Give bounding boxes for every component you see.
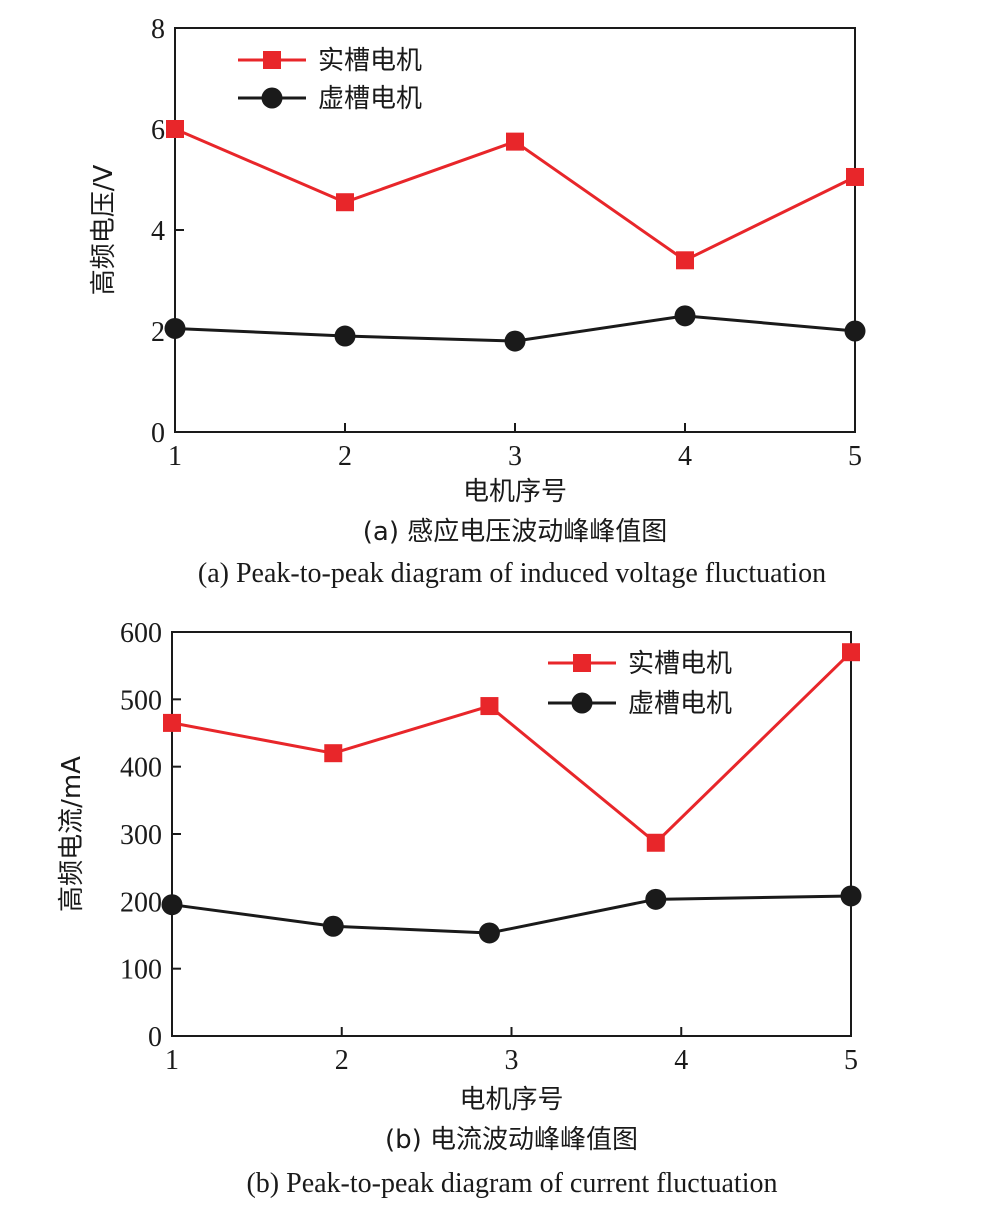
chart-2-x-axis-label: 电机序号 (459, 1085, 563, 1115)
chart-1-y-tick-label: 6 (151, 115, 165, 146)
chart-2-x-tick-label: 5 (844, 1045, 858, 1076)
chart-1-legend-label: 虚槽电机 (318, 84, 422, 114)
chart-1-caption-cn: (a) 感应电压波动峰峰值图 (363, 517, 668, 547)
chart-1-legend-marker (261, 87, 283, 109)
chart-2-x-tick-label: 2 (335, 1045, 349, 1076)
chart-2-x-tick-label: 4 (674, 1045, 688, 1076)
chart-1-series-1-point (336, 193, 354, 212)
chart-1-series-1-point (166, 120, 184, 138)
chart-1-series-1-point (506, 132, 524, 151)
chart-1-series-1-point (676, 251, 694, 270)
chart-1-y-axis-label: 高频电压/V (89, 165, 119, 296)
chart-1-x-tick-label: 4 (678, 441, 692, 472)
chart-1-y-tick-label: 2 (151, 317, 165, 348)
chart-1-x-tick-label: 1 (168, 441, 182, 472)
chart-2-series-2-point (161, 894, 183, 916)
chart-2-series-1-point (324, 744, 343, 763)
chart-2-plot-frame (171, 631, 852, 1037)
chart-2-series-2-point (840, 885, 862, 907)
chart-1-legend-label: 实槽电机 (318, 46, 422, 76)
chart-2-x-tick-label: 1 (165, 1045, 179, 1076)
chart-1-x-axis-label: 电机序号 (463, 477, 567, 507)
chart-2-y-tick-label: 600 (120, 618, 162, 649)
chart-1-series-2-point (844, 320, 866, 342)
chart-2-series-1-point (842, 643, 860, 662)
chart-1-y-tick-label: 8 (151, 14, 165, 45)
chart-2-series-1-point (480, 697, 499, 716)
chart-2-y-axis-label: 高频电流/mA (57, 756, 87, 912)
chart-2-legend-label: 虚槽电机 (628, 689, 732, 719)
chart-1-series-2-point (504, 330, 526, 352)
chart-1-series-2-point (674, 305, 696, 327)
chart-2-caption-cn: (b) 电流波动峰峰值图 (385, 1125, 638, 1155)
chart-1-x-tick-label: 3 (508, 441, 522, 472)
chart-2-legend-marker (571, 692, 593, 714)
chart-1-series-2-point (334, 325, 356, 347)
chart-2-series-2-point (645, 888, 667, 910)
chart-1-series-2-point (164, 317, 186, 339)
chart-2-y-tick-label: 0 (148, 1022, 162, 1053)
chart-2-series-2-point (322, 915, 344, 937)
chart-2-y-tick-label: 500 (120, 685, 162, 716)
chart-2-legend-marker (573, 654, 591, 672)
chart-1-x-tick-label: 2 (338, 441, 352, 472)
chart-2-y-tick-label: 100 (120, 955, 162, 986)
chart-1-series-1-point (846, 167, 864, 186)
chart-2-y-tick-label: 200 (120, 887, 162, 918)
chart-2-series-2-point (478, 922, 500, 944)
chart-2-series-1-point (163, 713, 181, 732)
chart-2-caption-en: (b) Peak-to-peak diagram of current fluc… (246, 1168, 777, 1199)
chart-2-y-tick-label: 300 (120, 820, 162, 851)
chart-1-y-tick-label: 0 (151, 418, 165, 449)
chart-1-legend-marker (263, 51, 281, 69)
chart-1-x-tick-label: 5 (848, 441, 862, 472)
chart-1-caption-en: (a) Peak-to-peak diagram of induced volt… (198, 558, 826, 589)
chart-2-series-1-point (646, 833, 665, 852)
chart-1-plot-frame (174, 27, 856, 433)
chart-2-legend-label: 实槽电机 (628, 649, 732, 679)
chart-2-y-tick-label: 400 (120, 753, 162, 784)
chart-1-y-tick-label: 4 (151, 216, 165, 247)
chart-2-x-tick-label: 3 (505, 1045, 519, 1076)
chart-2-series-2-line (171, 894, 852, 935)
chart-2-series-1-line (171, 651, 853, 845)
